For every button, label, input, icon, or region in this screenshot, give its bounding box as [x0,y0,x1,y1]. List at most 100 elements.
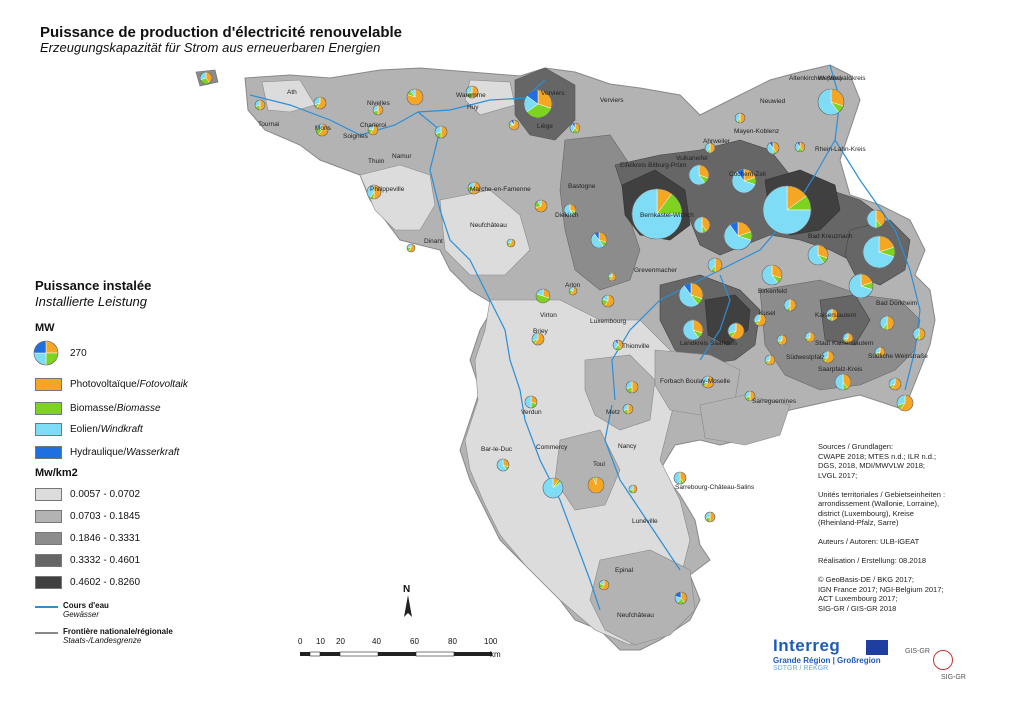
legend-density-label: 0.3332 - 0.4601 [70,554,141,566]
scale-tick-label: 100 [484,637,498,646]
capacity-pie [465,85,479,99]
legend-density-row: 0.0057 - 0.0702 [35,486,140,502]
pie-outline [762,185,812,235]
capacity-pie [794,141,806,153]
place-label: Verdun [521,409,542,416]
interreg-logo: Interreg Grande Région | Großregion SDTG… [773,636,891,672]
pie-outline [534,199,548,213]
place-label: Rhein-Lahn-Kreis [815,146,866,153]
pie-layer [199,71,926,605]
pie-outline [631,188,683,240]
place-label: Arlon [565,282,581,289]
capacity-pie [704,511,716,523]
scale-tick-label: 60 [410,637,419,646]
river-legend-de: Gewässer [63,610,100,619]
legend-energy-label: Biomasse/ [70,402,117,414]
pie-outline [888,377,902,391]
pie-outline [366,184,382,200]
place-label: Diekirch [555,212,579,219]
border-legend-de: Staats-/Landesgrenze [63,636,142,645]
pie-outline [674,591,688,605]
pie-outline [535,288,551,304]
pie-outline [848,273,874,299]
capacity-pie [753,313,767,327]
capacity-pie [590,231,608,249]
pie-outline [372,104,384,116]
gis-logo: GIS-GR SIG-GR [905,640,975,690]
legend-density-row: 0.4602 - 0.8260 [35,574,140,590]
capacity-pie [693,216,711,234]
pie-outline [465,85,479,99]
map-title: Puissance de production d'électricité re… [40,24,403,41]
capacity-pie [372,104,384,116]
place-label: Soignies [343,133,368,140]
place-label: Mayen-Koblenz [734,128,780,135]
pie-outline [866,209,886,229]
border-legend: Frontière nationale/régionale Staats-/La… [63,627,173,645]
pie-outline [842,332,854,344]
capacity-pie [874,346,886,358]
source-line [818,528,945,538]
place-label: Neuwied [760,98,786,105]
capacity-pie [601,294,615,308]
pie-outline [313,96,327,110]
capacity-pie [776,334,788,346]
pie-outline [315,123,329,137]
pie-outline [862,235,896,269]
place-label: Lunéville [632,518,658,525]
interreg-sdtgr: SDTGR / REKGR [773,665,829,672]
pie-outline [628,484,638,494]
pie-outline [783,298,797,312]
capacity-pie [766,141,780,155]
legend-energy-row: Eolien/Windkraft [35,421,143,437]
region-metz [584,354,656,431]
region-ath [261,79,316,113]
source-line: © GeoBasis-DE / BKG 2017; [818,575,914,584]
pie-outline [542,477,564,499]
capacity-pie [367,124,379,136]
gis-label: GIS-GR [905,648,930,655]
legend-energy-row: Photovoltaïque/Fotovoltaik [35,376,188,392]
pie-outline [744,390,756,402]
source-line: Unités territoriales / Gebietseinheiten … [818,489,946,499]
capacity-pie [744,390,756,402]
pie-outline [199,71,213,85]
place-label: Saarpfalz-Kreis [818,366,863,373]
scale-bar [300,651,492,657]
capacity-pie [569,122,581,134]
capacity-pie [313,96,327,110]
place-label: Bad Dürkheim [876,300,918,307]
pie-outline [682,319,704,341]
capacity-pie [496,458,510,472]
pie-outline [568,286,578,296]
pie-outline [734,112,746,124]
legend-title: Puissance instalée [35,278,152,293]
pie-outline [761,264,783,286]
pie-outline [673,471,687,485]
legend-energy-row: Biomasse/Biomasse [35,400,161,416]
legend-subtitle: Installierte Leistung [35,294,148,309]
legend-energy-label-de: Wasserkraft [126,446,180,458]
source-line [818,566,945,576]
scale-tick-label: 10 [316,637,325,646]
place-label: Grevenmacher [634,267,677,274]
pie-outline [766,141,780,155]
legend-density-label: 0.1846 - 0.3331 [70,532,141,544]
capacity-pie [199,71,213,85]
capacity-pie [542,477,564,499]
border-legend-fr: Frontière nationale/régionale [63,627,173,636]
place-label: Thuin [368,158,385,165]
pie-outline [625,380,639,394]
legend-swatch [35,509,62,523]
place-label: Namur [392,153,412,160]
region-waremme [464,79,516,116]
pie-outline [804,331,816,343]
pie-outline [531,332,545,346]
place-label: Commercy [536,444,568,451]
capacity-pie [701,375,715,389]
sig-label: SIG-GR [941,674,966,681]
pie-outline [598,579,610,591]
source-line: IGN France 2017; NGI-Belgium 2017; [818,584,944,594]
river-moselle-south [604,404,681,571]
legend-swatch [35,377,62,391]
